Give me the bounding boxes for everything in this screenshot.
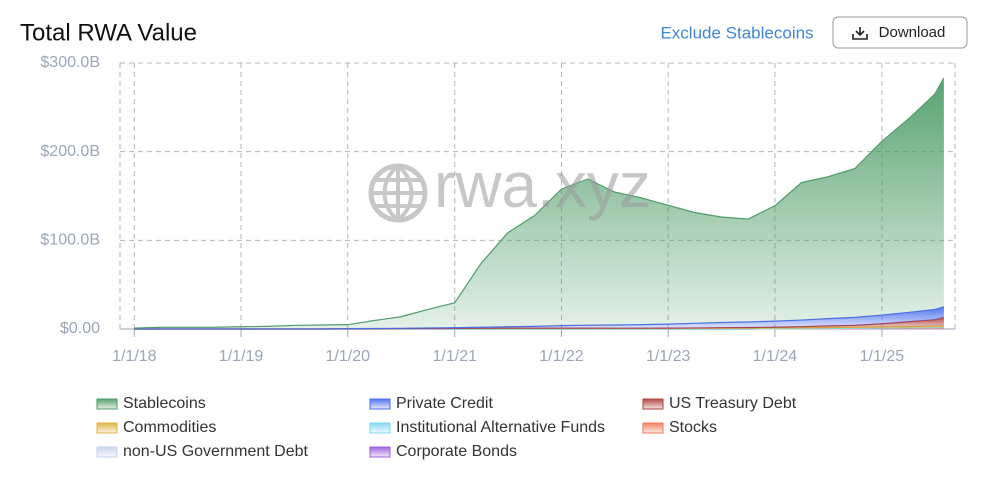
- x-tick-label: 1/1/19: [219, 348, 264, 365]
- legend-label: Stocks: [669, 419, 717, 436]
- area: [134, 306, 944, 329]
- x-tick-label: 1/1/22: [539, 348, 584, 365]
- area-line: [134, 77, 945, 329]
- x-tick-label: 1/1/20: [326, 348, 371, 365]
- legend-label: Private Credit: [396, 395, 493, 412]
- download-icon: [852, 27, 868, 40]
- y-tick-label: $200.0B: [40, 143, 100, 160]
- legend-swatch: [642, 398, 664, 410]
- button-label: Download: [879, 24, 946, 41]
- legend-swatch: [96, 422, 118, 434]
- legend-swatch: [369, 398, 391, 410]
- legend-label: Stablecoins: [123, 395, 206, 412]
- legend-swatch: [369, 422, 391, 434]
- x-tick-label: 1/1/23: [646, 348, 691, 365]
- legend-label: US Treasury Debt: [669, 395, 797, 412]
- download-button[interactable]: Download: [832, 16, 968, 49]
- y-tick-label: $0.00: [60, 320, 100, 337]
- watermark: rwa.xyz: [368, 149, 651, 223]
- area: [134, 78, 944, 329]
- legend-swatch: [369, 446, 391, 458]
- legend-swatch: [96, 398, 118, 410]
- x-tick-label: 1/1/21: [433, 348, 478, 365]
- y-tick-label: $100.0B: [40, 232, 100, 249]
- legend-label: Institutional Alternative Funds: [396, 419, 605, 436]
- plot: $0.00 $100.0B $200.0B $300.0B 1/1/18 1/1/19 1/…: [40, 54, 956, 365]
- x-tick-label: 1/1/24: [753, 348, 798, 365]
- legend-swatch: [642, 422, 664, 434]
- legend-label: Commodities: [123, 419, 216, 436]
- legend-swatch: [96, 446, 118, 458]
- page-title: Total RWA Value: [20, 19, 197, 46]
- watermark-text: rwa.xyz: [434, 149, 651, 221]
- y-tick-label: $300.0B: [40, 54, 100, 71]
- legend-label: Corporate Bonds: [396, 443, 517, 460]
- exclude-stablecoins-toggle[interactable]: Exclude Stablecoins: [660, 23, 813, 42]
- legend: Stablecoins Private Credit US Treasury Deb…: [96, 395, 797, 460]
- x-tick-label: 1/1/18: [112, 348, 157, 365]
- legend-label: non-US Government Debt: [123, 443, 309, 460]
- x-tick-label: 1/1/25: [860, 348, 905, 365]
- button-frame: [832, 16, 968, 49]
